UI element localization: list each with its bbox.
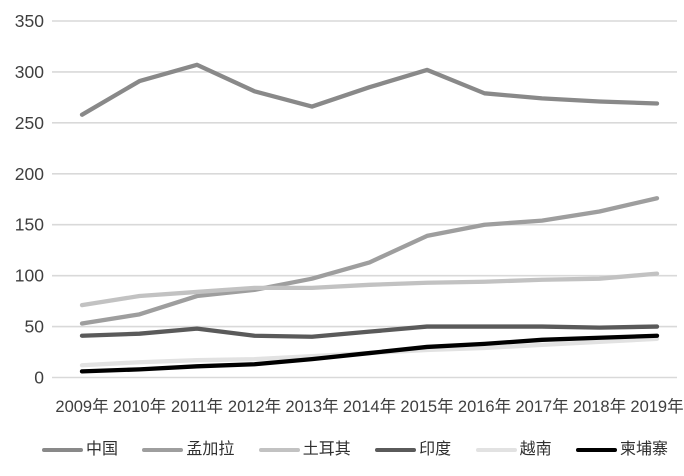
legend-marker-icon xyxy=(258,447,300,453)
legend-label: 印度 xyxy=(419,441,452,458)
legend-marker-icon xyxy=(42,447,83,453)
x-tick-label: 2011年 xyxy=(171,397,223,416)
y-axis-tick-labels: 0 50 100 150 200 250 300 350 xyxy=(15,11,44,388)
x-tick-label: 2012年 xyxy=(228,397,281,416)
legend-item-孟加拉: 孟加拉 xyxy=(142,442,234,458)
x-tick-label: 2019年 xyxy=(630,397,683,416)
x-tick-label: 2015年 xyxy=(400,397,453,416)
y-tick-label: 300 xyxy=(15,62,44,82)
series-line-土耳其 xyxy=(79,271,660,308)
legend-item-越南: 越南 xyxy=(475,441,552,458)
legend-marker-icon xyxy=(575,447,617,453)
legend-label: 越南 xyxy=(519,441,552,458)
legend-label: 孟加拉 xyxy=(186,441,235,458)
x-tick-label: 2010年 xyxy=(113,397,166,416)
legend-label: 柬埔寨 xyxy=(619,441,668,458)
y-tick-label: 150 xyxy=(15,215,44,235)
x-tick-label: 2013年 xyxy=(285,397,338,416)
x-axis-tick-labels: 2009年 2010年 2011年 2012年 2013年 2014年 2015年 2016年… xyxy=(55,397,683,416)
legend-item-中国: 中国 xyxy=(42,442,118,458)
x-tick-label: 2009年 xyxy=(55,397,108,416)
x-tick-label: 2016年 xyxy=(458,397,511,416)
x-tick-label: 2017年 xyxy=(515,397,568,416)
series-line-柬埔寨 xyxy=(79,333,660,374)
legend-marker-icon xyxy=(142,447,184,453)
x-tick-label: 2018年 xyxy=(573,397,626,416)
y-tick-label: 50 xyxy=(25,317,45,337)
legend-item-印度: 印度 xyxy=(375,442,451,458)
legend-label: 土耳其 xyxy=(302,441,351,458)
x-tick-label: 2014年 xyxy=(343,397,396,416)
legend: 中国 孟加拉 土耳其 印度 越南 柬埔寨 xyxy=(0,442,684,458)
y-tick-label: 0 xyxy=(34,368,44,388)
legend-item-柬埔寨: 柬埔寨 xyxy=(575,441,668,458)
y-tick-label: 350 xyxy=(15,11,44,31)
y-tick-label: 250 xyxy=(15,113,44,133)
series-lines xyxy=(79,62,660,374)
line-chart-svg: 0 50 100 150 200 250 300 350 2009年 2010年 2011年 201… xyxy=(15,11,684,416)
legend-label: 中国 xyxy=(86,441,119,458)
series-line-孟加拉 xyxy=(79,196,660,326)
y-tick-label: 200 xyxy=(15,164,44,184)
series-line-中国 xyxy=(79,62,660,117)
legend-item-土耳其: 土耳其 xyxy=(258,441,351,458)
legend-marker-icon xyxy=(475,447,517,453)
y-tick-label: 100 xyxy=(15,266,44,286)
series-line-印度 xyxy=(79,324,660,339)
gridlines xyxy=(52,20,677,379)
legend-marker-icon xyxy=(375,447,417,453)
